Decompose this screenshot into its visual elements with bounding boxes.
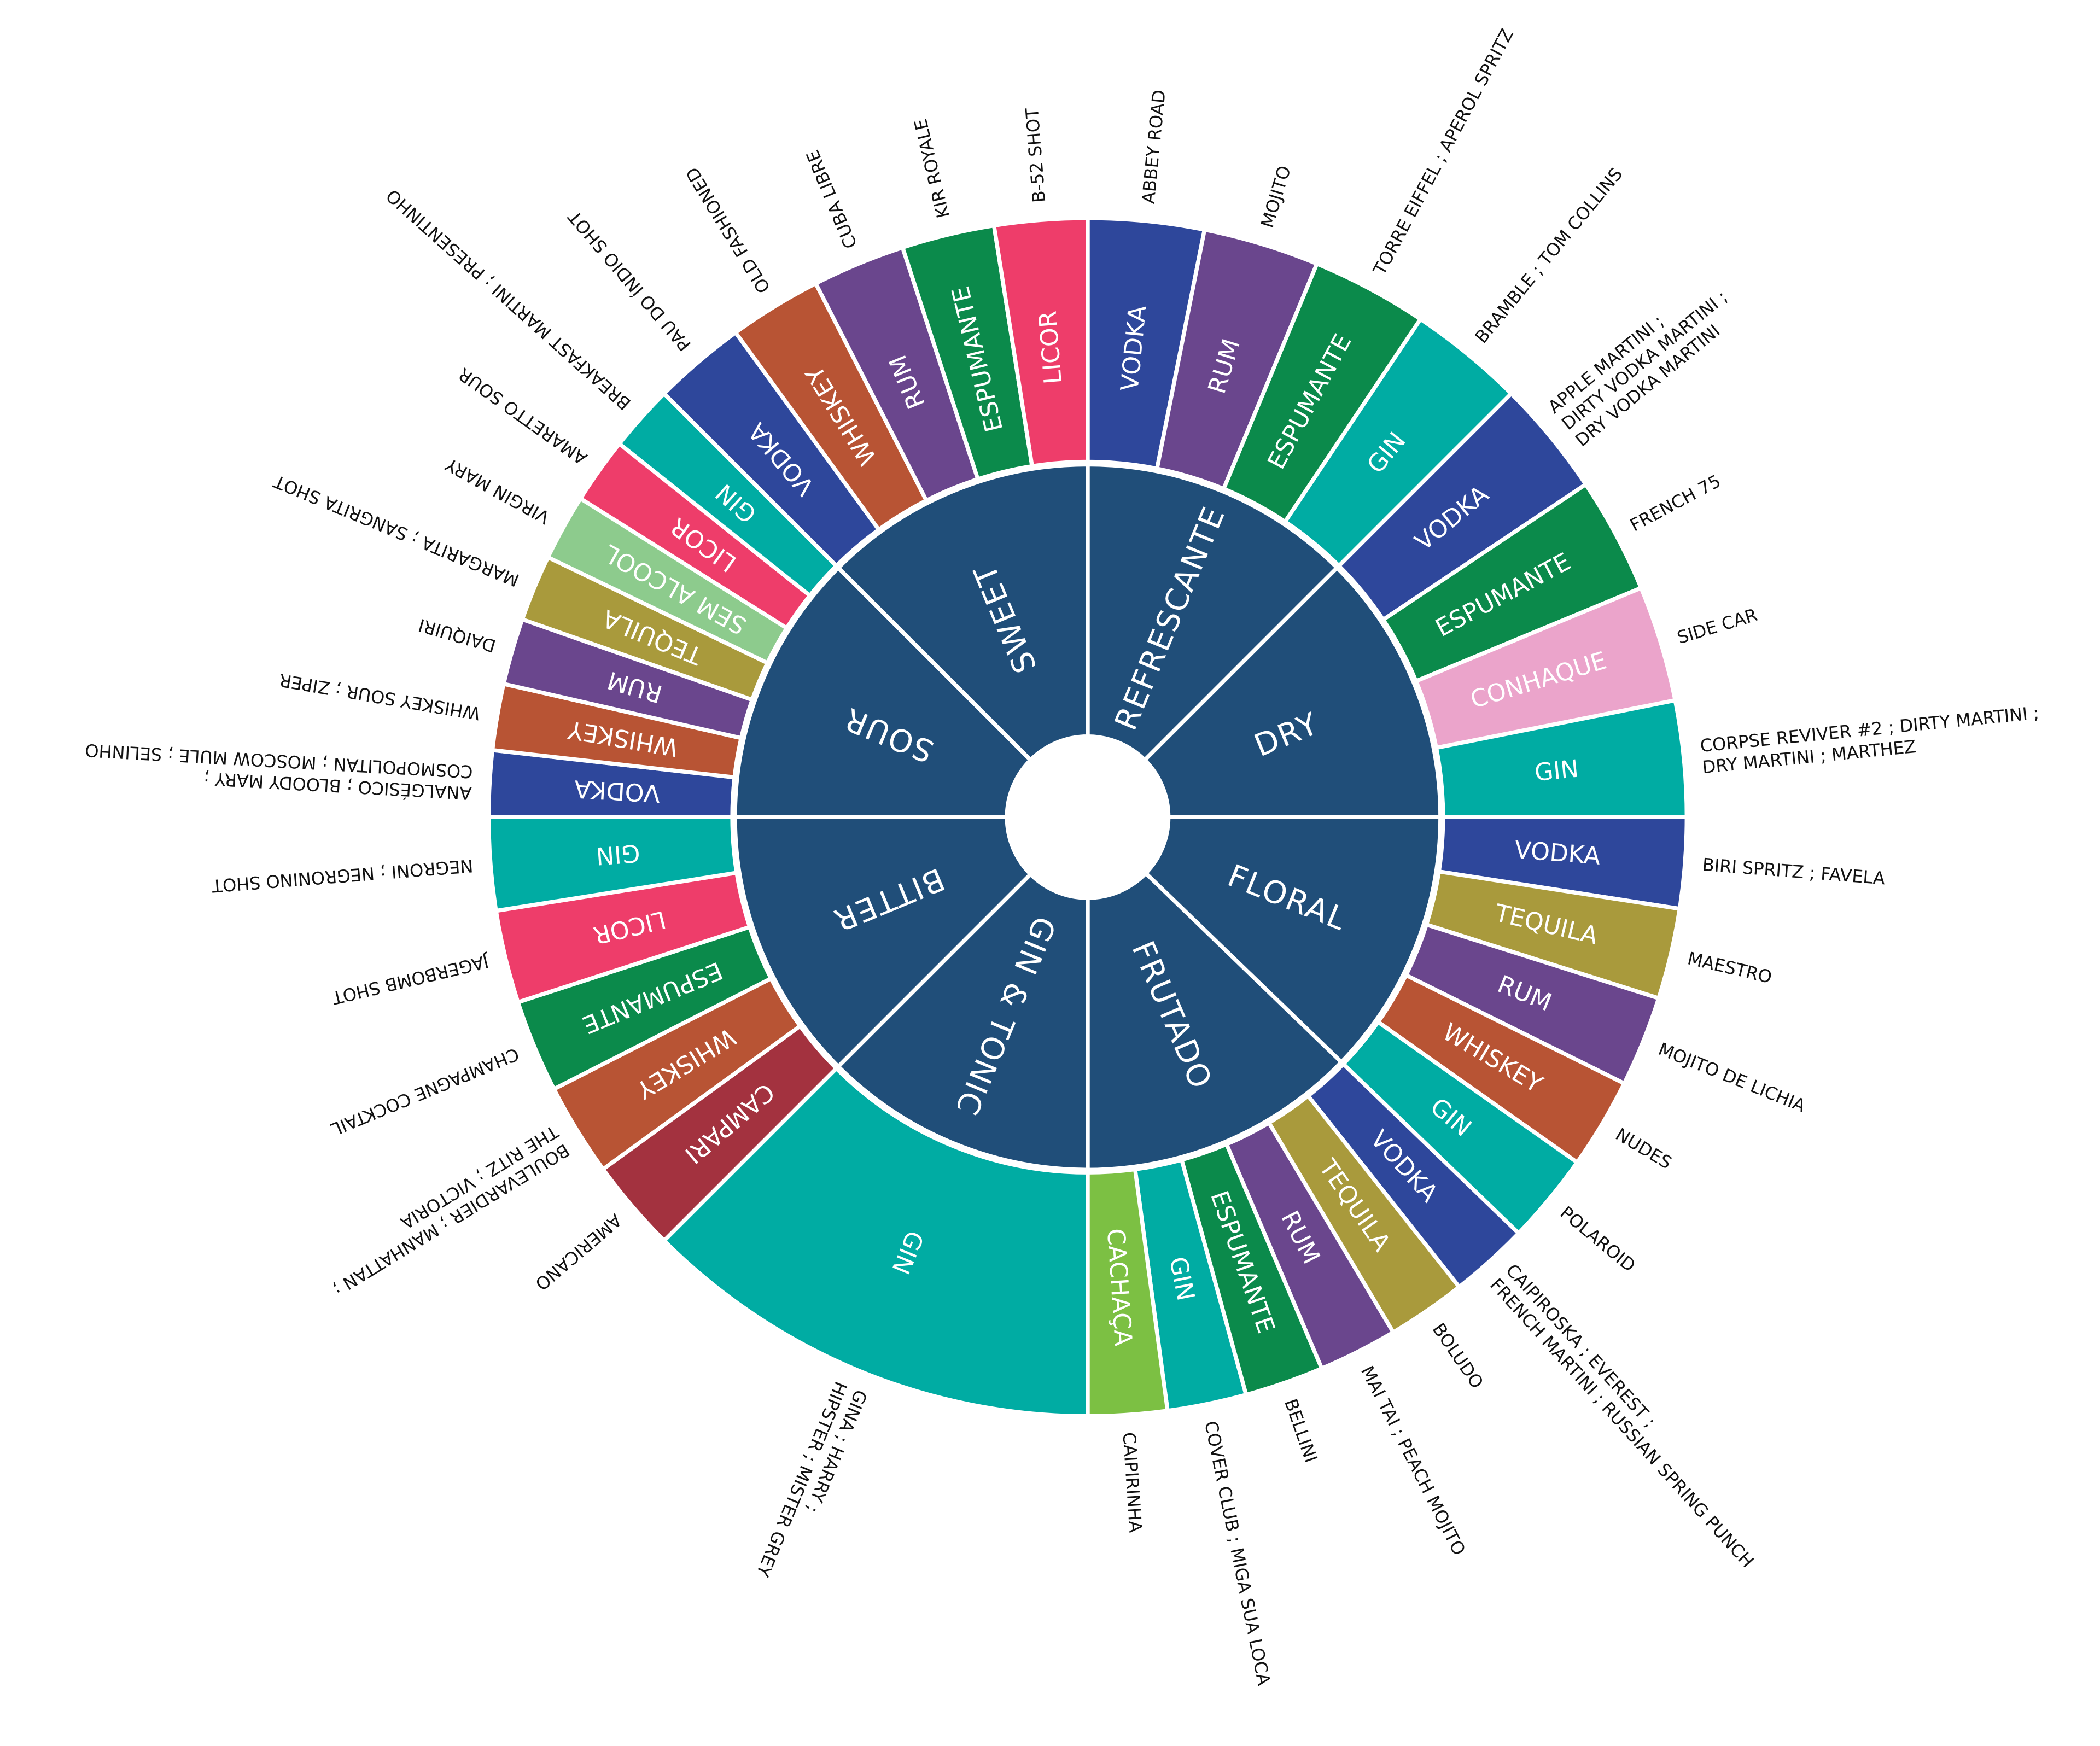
cocktail-line: VIRGIN MARY	[442, 454, 553, 528]
cocktail-label: DAIQUIRI	[416, 615, 498, 657]
cocktail-line: AMARETTO SOUR	[454, 364, 591, 469]
cocktail-label: COVER CLUB ; MIGA SUA LOCA	[1200, 1419, 1274, 1687]
cocktail-line: COVER CLUB ; MIGA SUA LOCA	[1200, 1419, 1274, 1687]
spirit-label: GIN	[595, 838, 641, 869]
cocktail-line: ABBEY ROAD	[1138, 89, 1170, 205]
spirit-wedge	[991, 216, 1090, 469]
cocktail-line: MAI TAI ; PEACH MOJITO	[1357, 1363, 1470, 1558]
cocktail-label: NUDES	[1612, 1124, 1676, 1173]
category-wedge	[1086, 462, 1340, 763]
category-wedge	[1142, 565, 1443, 820]
cocktail-line: MOJITO DE LICHIA	[1655, 1038, 1809, 1117]
cocktail-line: CHAMPAGNE COCKTAIL	[328, 1043, 522, 1140]
spirit-label: LICOR	[1034, 310, 1068, 386]
cocktail-label: BIRI SPRITZ ; FAVELA	[1702, 854, 1886, 889]
cocktail-line: HIPSTER ; MISTER GREY	[752, 1379, 851, 1580]
cocktail-line: CAIPIROSKA ; EVEREST ;	[1502, 1260, 1660, 1432]
cocktail-line: MAESTRO	[1685, 948, 1774, 988]
cocktail-label: MOJITO	[1257, 163, 1295, 230]
cocktail-line: BREAKFAST MARTINI ; PRESENTINHO	[382, 185, 635, 414]
cocktail-label: BOULEVARDIER ; MANHATTAN ;THE RITZ ; VIC…	[318, 1121, 574, 1300]
cocktail-label: AMERICANO	[531, 1210, 626, 1294]
cocktail-label: CHAMPAGNE COCKTAIL	[328, 1043, 522, 1140]
spirit-wedge	[661, 1065, 1090, 1418]
cocktail-line: NEGRONI ; NEGRONINO SHOT	[211, 855, 474, 897]
outer-ring	[486, 216, 1689, 1418]
category-wedge	[1142, 815, 1443, 1065]
cocktail-label: BREAKFAST MARTINI ; PRESENTINHO	[382, 185, 635, 414]
cocktail-label: GINA ; HARRY ;HIPSTER ; MISTER GREY	[752, 1379, 871, 1588]
cocktail-line: POLAROID	[1556, 1202, 1639, 1276]
spirit-label: VODKA	[574, 774, 661, 807]
cocktail-line: WHISKEY SOUR ; ZIPER	[278, 669, 482, 724]
cocktail-label: BRAMBLE ; TOM COLLINS	[1471, 163, 1626, 347]
cocktail-label: WHISKEY SOUR ; ZIPER	[278, 669, 482, 724]
category-wedge	[835, 871, 1090, 1172]
cocktail-label: FRENCH 75	[1626, 470, 1724, 535]
cocktail-label: CAIPIRINHA	[1118, 1432, 1146, 1533]
cocktail-line: DAIQUIRI	[416, 615, 498, 657]
cocktail-label: BELLINI	[1280, 1396, 1322, 1465]
cocktail-line: NUDES	[1612, 1124, 1676, 1173]
category-wedge	[733, 565, 1034, 820]
cocktail-line: TORRE EIFFEL ; APEROL SPRITZ	[1369, 25, 1518, 279]
cocktail-line: BOLUDO	[1428, 1319, 1488, 1393]
cocktail-label: CORPSE REVIVER #2 ; DIRTY MARTINI ;DRY M…	[1699, 702, 2042, 778]
cocktail-label: BOLUDO	[1428, 1319, 1488, 1393]
category-wedge	[733, 815, 1034, 1070]
cocktail-label: AMARETTO SOUR	[454, 364, 591, 469]
cocktail-line: DIRTY VODKA MARTINI ;	[1558, 287, 1731, 434]
cocktail-label: MAESTRO	[1685, 948, 1774, 988]
cocktail-label: JAGERBOMB SHOT	[330, 951, 492, 1009]
cocktail-line: BELLINI	[1280, 1396, 1322, 1465]
cocktail-label: ANALGÉSICO ; BLOODY MARY ;COSMOPOLITAN ;…	[83, 740, 473, 804]
cocktail-line: CUBA LIBRE	[802, 147, 861, 252]
cocktail-label: B-52 SHOT	[1022, 107, 1050, 203]
cocktail-line: AMERICANO	[531, 1210, 626, 1294]
cocktail-label: MAI TAI ; PEACH MOJITO	[1357, 1363, 1470, 1558]
cocktail-line: FRENCH 75	[1626, 470, 1724, 535]
category-wedge	[1086, 870, 1345, 1172]
cocktail-label: PAU DO ÍNDIO SHOT	[564, 207, 695, 355]
cocktail-line: KIR ROYALE	[910, 116, 954, 220]
cocktail-line: OLD FASHIONED	[681, 163, 774, 297]
inner-ring	[733, 462, 1443, 1172]
cocktail-label: CAIPIROSKA ; EVEREST ;FRENCH MARTINI ; R…	[1486, 1260, 1774, 1572]
center-hole	[1008, 738, 1168, 897]
cocktail-label: MOJITO DE LICHIA	[1655, 1038, 1809, 1117]
cocktail-label: VIRGIN MARY	[442, 454, 553, 528]
cocktail-label: SIDE CAR	[1675, 604, 1760, 648]
cocktail-line: PAU DO ÍNDIO SHOT	[564, 207, 695, 355]
cocktail-label: ABBEY ROAD	[1138, 89, 1170, 205]
cocktail-label: CUBA LIBRE	[802, 147, 861, 252]
cocktail-label: KIR ROYALE	[910, 116, 954, 220]
cocktail-line: BIRI SPRITZ ; FAVELA	[1702, 854, 1886, 889]
spirit-label: GIN	[1533, 755, 1580, 787]
cocktail-label: NEGRONI ; NEGRONINO SHOT	[211, 855, 474, 897]
cocktail-line: CAIPIRINHA	[1118, 1432, 1146, 1533]
category-wedge	[835, 462, 1090, 763]
cocktail-label: OLD FASHIONED	[681, 163, 774, 297]
cocktail-line: BRAMBLE ; TOM COLLINS	[1471, 163, 1626, 347]
spirit-label: VODKA	[1514, 836, 1602, 871]
cocktail-label: POLAROID	[1556, 1202, 1639, 1276]
cocktail-line: B-52 SHOT	[1022, 107, 1050, 203]
cocktail-line: JAGERBOMB SHOT	[330, 951, 492, 1009]
cocktail-line: SIDE CAR	[1675, 604, 1760, 648]
cocktail-line: MOJITO	[1257, 163, 1295, 230]
cocktail-label: TORRE EIFFEL ; APEROL SPRITZ	[1369, 25, 1518, 279]
cocktail-label: APPLE MARTINI ;DIRTY VODKA MARTINI ;DRY …	[1544, 270, 1745, 451]
cocktail-line: FRENCH MARTINI ; RUSSIAN SPRING PUNCH	[1486, 1274, 1758, 1572]
